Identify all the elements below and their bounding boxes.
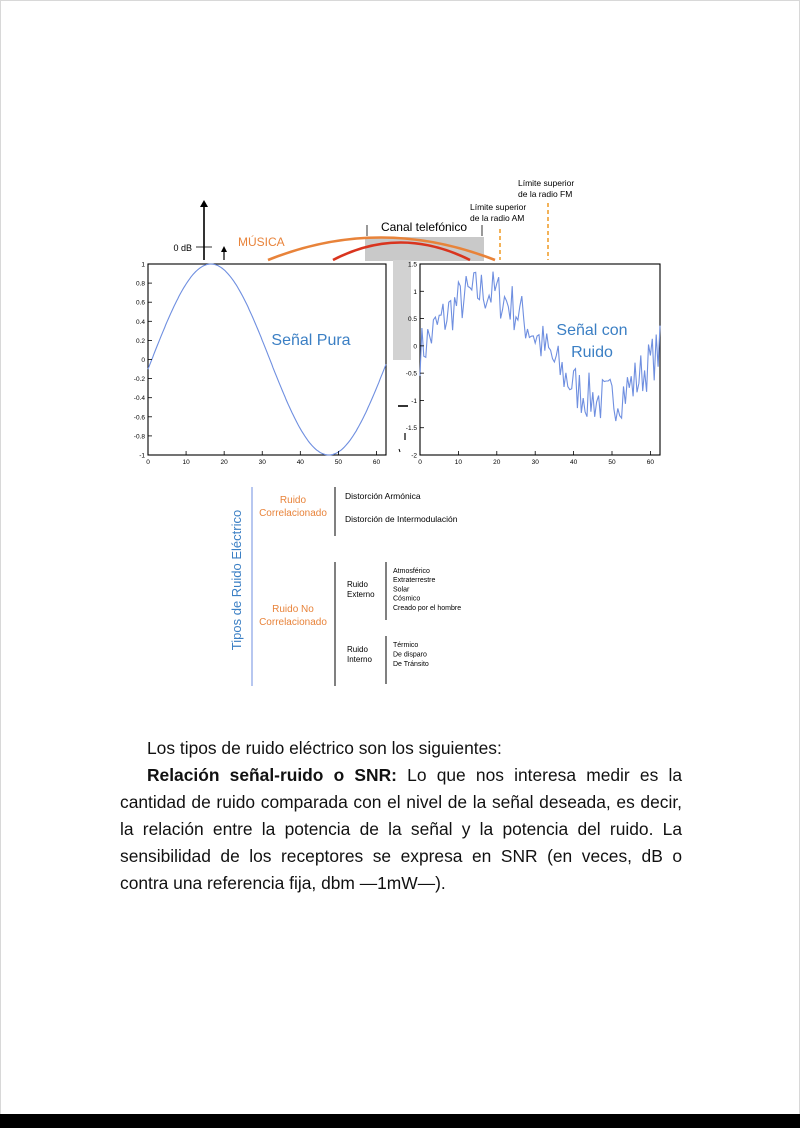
musica-label: MÚSICA [238,234,285,249]
pure-plot-label: Señal Pura [271,332,350,349]
uncorrelated-label-1: Ruido No [272,604,314,615]
pure-signal-plot: Señal Pura 1 0.8 0.6 0.4 0.2 0 -0.2 -0.4 -0.6 -0.… [134,262,387,466]
pure-ytick-label: 0.2 [136,338,145,345]
uncorrelated-label-2: Correlacionado [259,617,327,628]
snr-paragraph: Relación señal-ruido o SNR: Lo que nos i… [120,762,682,897]
noisy-plot-frame [419,263,661,456]
internal-noise-item: De Tránsito [393,661,429,668]
noise-types-diagram: Tipos de Ruido Eléctrico Ruido Correlaci… [229,487,461,686]
noisy-xtick-label: 10 [455,459,463,466]
pure-ytick-label: -0.2 [134,376,146,383]
external-label-1: Ruido [347,580,368,589]
pure-xtick-label: 20 [221,459,229,466]
noisy-ytick-label: -2 [411,453,417,460]
signal-figure: 0 dB MÚSICA Canal telefónico Límite supe… [134,178,661,466]
noisy-ytick-label: -1 [411,398,417,405]
noisy-ytick-label: 0.5 [408,316,417,323]
external-noise-item: Extraterrestre [393,577,436,584]
pure-ytick-label: 1 [141,262,145,269]
pure-xtick-label: 50 [335,459,343,466]
noisy-ytick-label: -0.5 [406,371,418,378]
noisy-ytick-label: -1.5 [406,425,418,432]
internal-label-1: Ruido [347,645,368,654]
pure-xtick-label: 0 [146,459,150,466]
pure-ytick-label: -0.8 [134,433,146,440]
canal-telefonico-label: Canal telefónico [381,220,467,234]
zero-db-label: 0 dB [173,243,192,253]
correlated-label-2: Correlacionado [259,508,327,519]
intro-paragraph: Los tipos de ruido eléctrico son los sig… [147,738,502,758]
snr-lead: Relación señal-ruido o SNR: [147,765,397,785]
pure-ytick-label: 0 [141,357,145,364]
pure-xtick-label: 40 [297,459,305,466]
pure-ytick-label: -0.4 [134,395,146,402]
noisy-ytick-label: 0 [413,343,417,350]
pure-xtick-label: 10 [182,459,190,466]
voice-spectrum-arc [332,241,471,262]
noisy-xtick-label: 50 [608,459,616,466]
noisy-ytick-label: 1.5 [408,262,417,269]
noisy-xtick-label: 40 [570,459,578,466]
correlated-label-1: Ruido [280,495,307,506]
body-text: Los tipos de ruido eléctrico son los sig… [120,735,682,897]
internal-noise-item: Térmico [393,642,418,649]
pure-ytick-label: 0.8 [136,281,145,288]
noisy-plot-label-1: Señal con [556,322,627,339]
am-limit-label-2: de la radio AM [470,213,524,223]
snr-body: Lo que nos interesa medir es la cantidad… [120,765,683,893]
zero-db-arrow-head [200,200,208,207]
external-label-2: Externo [347,590,375,599]
noisy-xtick-label: 30 [532,459,540,466]
noisy-xtick-label: 60 [647,459,655,466]
pure-sine-wave [147,263,387,456]
music-spectrum-arc [267,236,496,262]
external-noise-item: Atmosférico [393,568,430,575]
pure-ytick-label: -0.6 [134,414,146,421]
noisy-wave [419,271,661,422]
fm-limit-label-1: Límite superior [518,178,574,188]
noisy-xtick-label: 0 [418,459,422,466]
pure-ytick-label: 0.4 [136,319,145,326]
pure-plot-frame [147,263,387,456]
pure-xtick-label: 30 [259,459,267,466]
noise-types-title: Tipos de Ruido Eléctrico [229,510,244,650]
noisy-plot-label-2: Ruido [571,344,613,361]
noisy-signal-plot: Señal con Ruido 1.5 1 0.5 0 -0.5 -1 -1.5 -2 0 10… [406,262,661,466]
noisy-ytick-label: 1 [413,289,417,296]
pure-xtick-label: 60 [373,459,381,466]
internal-label-2: Interno [347,655,372,664]
internal-noise-item: De disparo [393,652,427,659]
external-noise-item: Cósmico [393,596,420,603]
telephone-channel-stem [393,260,411,360]
pure-ytick-label: 0.6 [136,300,145,307]
am-limit-label-1: Límite superior [470,202,526,212]
external-noise-item: Solar [393,586,410,593]
external-noise-item: Creado por el hombre [393,605,461,612]
pure-ytick-label: -1 [139,453,145,460]
bottom-bar [0,1114,800,1128]
fm-limit-label-2: de la radio FM [518,189,572,199]
correlated-item-1: Distorción Armónica [345,491,421,501]
correlated-item-2: Distorción de Intermodulación [345,514,458,524]
noisy-xtick-label: 20 [493,459,501,466]
